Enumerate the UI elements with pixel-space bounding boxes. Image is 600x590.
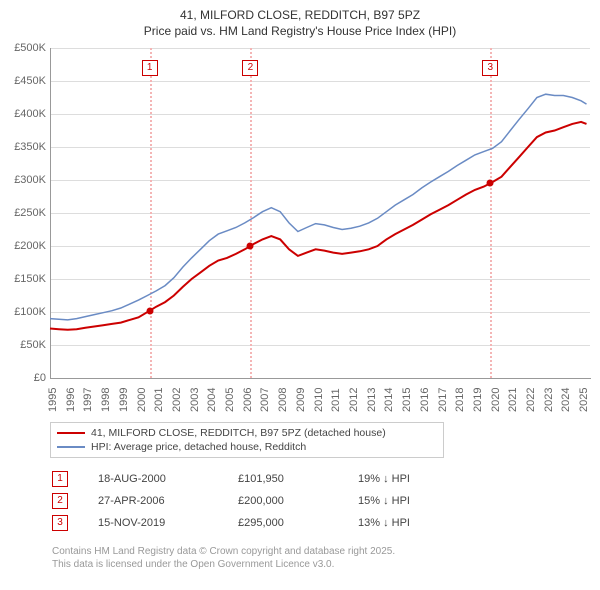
sale-date-1: 18-AUG-2000 <box>98 473 238 485</box>
sale-marker-ref-2: 2 <box>52 493 68 509</box>
sale-point-dot <box>146 307 153 314</box>
legend-label-1: 41, MILFORD CLOSE, REDDITCH, B97 5PZ (de… <box>91 427 386 439</box>
x-tick-label: 2010 <box>313 388 325 412</box>
footer-line-2: This data is licensed under the Open Gov… <box>52 558 395 571</box>
legend-label-2: HPI: Average price, detached house, Redd… <box>91 441 306 453</box>
y-tick-label: £100K <box>2 306 46 318</box>
title-line-1: 41, MILFORD CLOSE, REDDITCH, B97 5PZ <box>0 8 600 24</box>
x-tick-label: 2015 <box>401 388 413 412</box>
x-tick-label: 2024 <box>560 388 572 412</box>
x-tick-label: 2006 <box>242 388 254 412</box>
chart-title: 41, MILFORD CLOSE, REDDITCH, B97 5PZ Pri… <box>0 0 600 39</box>
sale-diff-2: 15% ↓ HPI <box>358 495 458 507</box>
x-tick-label: 2018 <box>454 388 466 412</box>
x-tick-label: 1998 <box>100 388 112 412</box>
line-series <box>50 48 590 378</box>
x-tick-label: 2007 <box>259 388 271 412</box>
sale-diff-1: 19% ↓ HPI <box>358 473 458 485</box>
sale-price-1: £101,950 <box>238 473 358 485</box>
x-tick-label: 2022 <box>525 388 537 412</box>
table-row: 2 27-APR-2006 £200,000 15% ↓ HPI <box>52 490 458 512</box>
sales-table: 1 18-AUG-2000 £101,950 19% ↓ HPI 2 27-AP… <box>52 468 458 534</box>
x-tick-label: 2003 <box>189 388 201 412</box>
x-tick-label: 2004 <box>206 388 218 412</box>
series-price_paid <box>50 122 587 330</box>
sale-point-dot <box>487 180 494 187</box>
table-row: 3 15-NOV-2019 £295,000 13% ↓ HPI <box>52 512 458 534</box>
legend-row-hpi: HPI: Average price, detached house, Redd… <box>57 440 437 454</box>
table-row: 1 18-AUG-2000 £101,950 19% ↓ HPI <box>52 468 458 490</box>
y-tick-label: £0 <box>2 372 46 384</box>
x-tick-label: 1996 <box>65 388 77 412</box>
sale-marker-ref-3: 3 <box>52 515 68 531</box>
sale-marker-ref-1: 1 <box>52 471 68 487</box>
y-tick-label: £50K <box>2 339 46 351</box>
legend-swatch-1 <box>57 432 85 434</box>
sale-price-3: £295,000 <box>238 517 358 529</box>
x-tick-label: 1997 <box>82 388 94 412</box>
y-tick-label: £200K <box>2 240 46 252</box>
x-tick-label: 2011 <box>330 388 342 412</box>
x-tick-label: 1999 <box>118 388 130 412</box>
x-tick-label: 2016 <box>419 388 431 412</box>
sale-date-3: 15-NOV-2019 <box>98 517 238 529</box>
footer-line-1: Contains HM Land Registry data © Crown c… <box>52 545 395 558</box>
x-tick-label: 2017 <box>437 388 449 412</box>
x-tick-label: 2023 <box>543 388 555 412</box>
y-tick-label: £350K <box>2 141 46 153</box>
sale-price-2: £200,000 <box>238 495 358 507</box>
x-tick-label: 2020 <box>490 388 502 412</box>
x-tick-label: 1995 <box>47 388 59 412</box>
x-tick-label: 2021 <box>507 388 519 412</box>
x-tick-label: 2012 <box>348 388 360 412</box>
x-tick-label: 2014 <box>383 388 395 412</box>
sale-date-2: 27-APR-2006 <box>98 495 238 507</box>
y-tick-label: £150K <box>2 273 46 285</box>
y-tick-label: £400K <box>2 108 46 120</box>
x-tick-label: 2002 <box>171 388 183 412</box>
y-tick-label: £450K <box>2 75 46 87</box>
x-tick-label: 2019 <box>472 388 484 412</box>
x-tick-label: 2025 <box>578 388 590 412</box>
series-hpi <box>50 94 587 320</box>
footer-attribution: Contains HM Land Registry data © Crown c… <box>52 545 395 571</box>
y-tick-label: £250K <box>2 207 46 219</box>
legend-row-price-paid: 41, MILFORD CLOSE, REDDITCH, B97 5PZ (de… <box>57 426 437 440</box>
legend: 41, MILFORD CLOSE, REDDITCH, B97 5PZ (de… <box>50 422 444 458</box>
legend-swatch-2 <box>57 446 85 448</box>
sale-point-dot <box>247 243 254 250</box>
x-tick-label: 2000 <box>136 388 148 412</box>
chart-container: 41, MILFORD CLOSE, REDDITCH, B97 5PZ Pri… <box>0 0 600 590</box>
y-tick-label: £500K <box>2 42 46 54</box>
x-tick-label: 2008 <box>277 388 289 412</box>
sale-diff-3: 13% ↓ HPI <box>358 517 458 529</box>
x-tick-label: 2009 <box>295 388 307 412</box>
title-line-2: Price paid vs. HM Land Registry's House … <box>0 24 600 40</box>
x-tick-label: 2001 <box>153 388 165 412</box>
y-tick-label: £300K <box>2 174 46 186</box>
x-tick-label: 2005 <box>224 388 236 412</box>
x-tick-label: 2013 <box>366 388 378 412</box>
